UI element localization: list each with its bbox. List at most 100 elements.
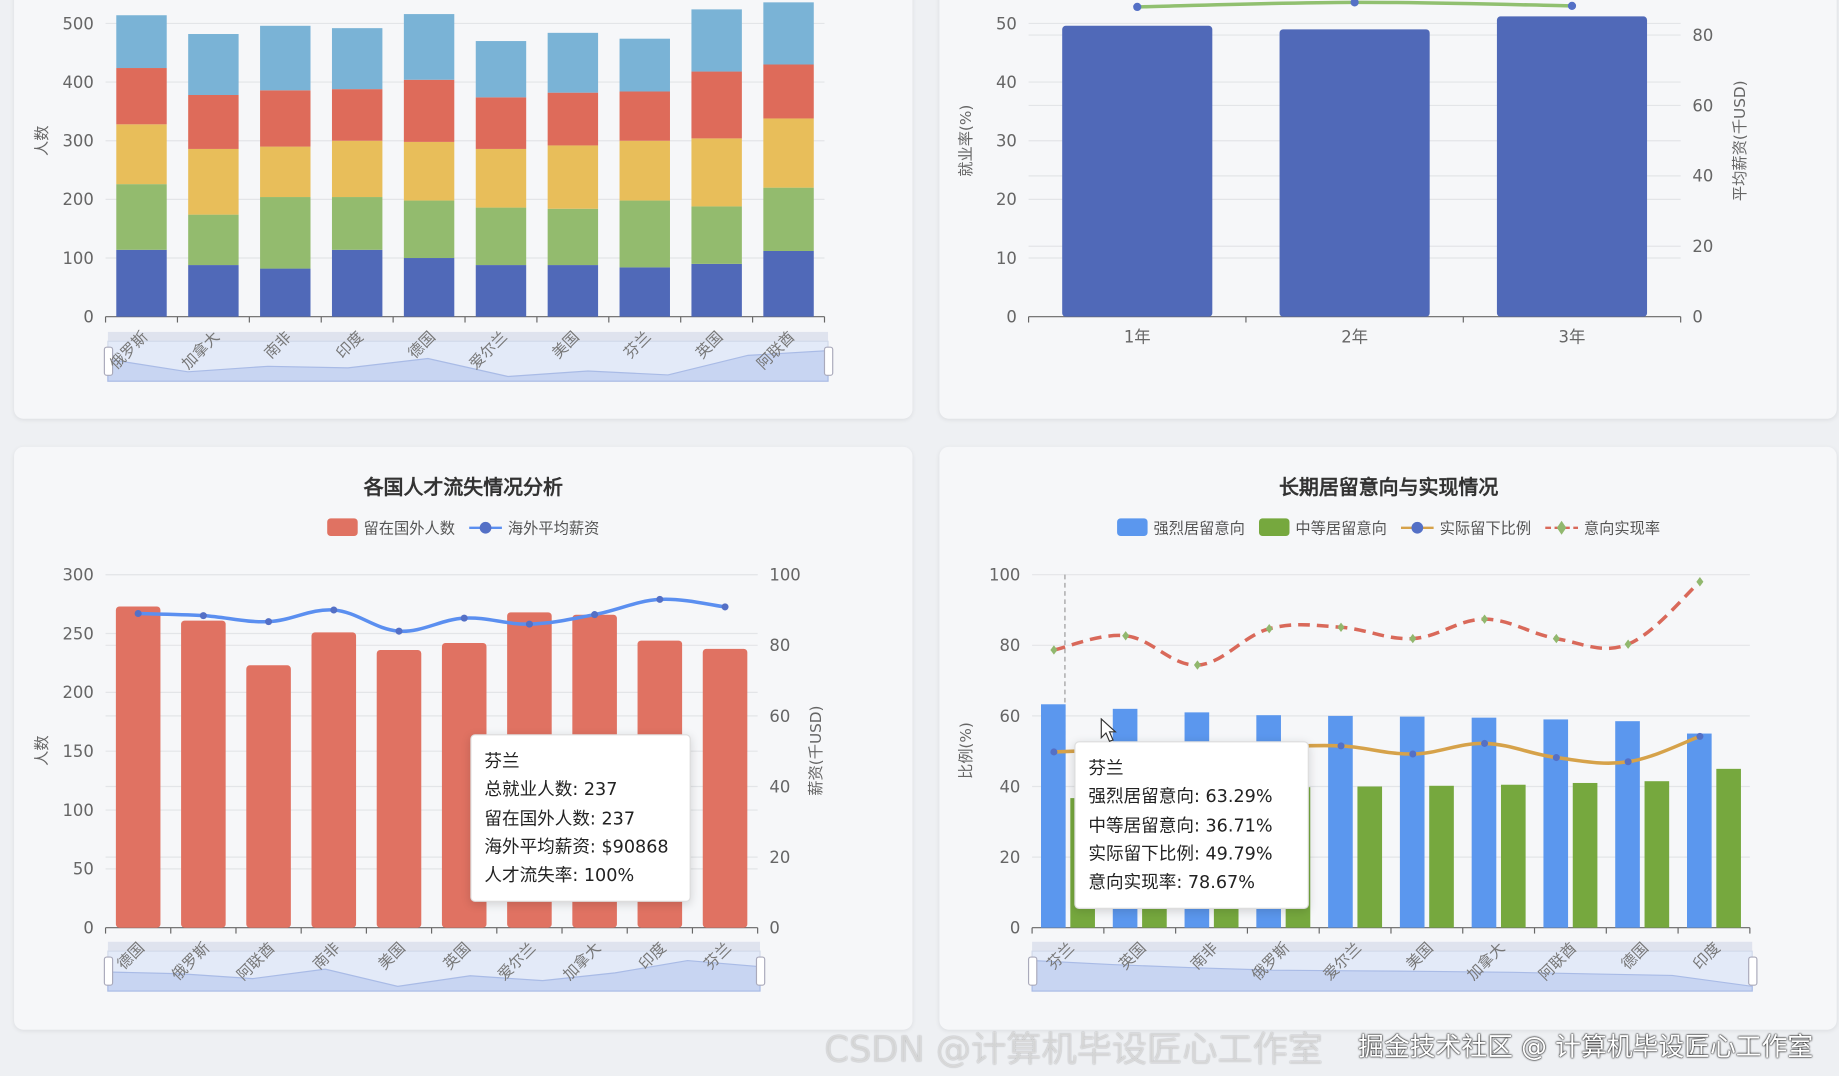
employment-bar[interactable] [1279, 29, 1430, 317]
stacked-bar-segment[interactable] [619, 38, 670, 92]
legend-item-strong[interactable]: 强烈居留意向 [1117, 516, 1245, 538]
realization-rate-point[interactable] [1193, 660, 1201, 670]
abroad-count-bar[interactable] [376, 649, 422, 928]
actual-retention-point[interactable] [1624, 758, 1632, 766]
stacked-bar-segment[interactable] [331, 197, 383, 250]
datazoom-slider-bar[interactable] [107, 941, 760, 952]
realization-rate-point[interactable] [1122, 631, 1130, 641]
strong-intent-bar[interactable] [1328, 715, 1353, 928]
datazoom-slider-bar[interactable] [107, 331, 829, 342]
legend-item-rate[interactable]: 意向实现率 [1545, 516, 1660, 538]
stacked-bar-segment[interactable] [331, 140, 383, 198]
avg-salary-point[interactable] [525, 620, 533, 628]
stacked-bar-segment[interactable] [188, 214, 239, 266]
realization-rate-point[interactable] [1050, 645, 1058, 655]
stacked-bar-segment[interactable] [188, 265, 239, 317]
strong-intent-bar[interactable] [1399, 716, 1425, 928]
avg-salary-point[interactable] [656, 595, 664, 603]
strong-intent-bar[interactable] [1686, 733, 1712, 928]
actual-retention-point[interactable] [1050, 748, 1058, 756]
abroad-count-bar[interactable] [702, 648, 748, 928]
strong-intent-bar[interactable] [1041, 704, 1066, 928]
legend-item-salary[interactable]: 海外平均薪资 [469, 516, 599, 538]
stacked-bar-segment[interactable] [475, 148, 527, 208]
datazoom-slider-bar[interactable] [1032, 941, 1753, 952]
stacked-bar-segment[interactable] [547, 92, 599, 146]
medium-intent-bar[interactable] [1429, 785, 1454, 928]
stacked-bar-segment[interactable] [260, 146, 311, 198]
stacked-bar-segment[interactable] [403, 200, 455, 259]
stacked-bar-segment[interactable] [475, 41, 527, 98]
stacked-bar-segment[interactable] [188, 94, 239, 149]
legend-item-medium[interactable]: 中等居留意向 [1259, 516, 1387, 538]
actual-retention-point[interactable] [1409, 750, 1417, 758]
stacked-bar-segment[interactable] [691, 9, 742, 72]
medium-intent-bar[interactable] [1500, 784, 1526, 928]
actual-retention-point[interactable] [1696, 732, 1704, 740]
stacked-bar-segment[interactable] [763, 250, 814, 317]
stacked-bar-segment[interactable] [619, 91, 670, 141]
slider-handle[interactable] [823, 346, 834, 376]
avg-salary-point[interactable] [265, 618, 273, 626]
stacked-bar-segment[interactable] [260, 268, 311, 317]
employment-bar[interactable] [1496, 16, 1648, 317]
medium-intent-bar[interactable] [1572, 782, 1598, 928]
stacked-bar-segment[interactable] [116, 184, 167, 250]
realization-rate-point[interactable] [1696, 577, 1704, 587]
actual-retention-point[interactable] [1337, 742, 1345, 750]
stacked-bar-segment[interactable] [260, 90, 311, 147]
realization-rate-point[interactable] [1624, 639, 1632, 649]
stacked-bar-segment[interactable] [331, 89, 383, 141]
salary-point[interactable] [1567, 1, 1577, 10]
avg-salary-point[interactable] [330, 606, 338, 614]
stacked-bar-segment[interactable] [547, 145, 599, 209]
stacked-bar-segment[interactable] [116, 249, 167, 317]
medium-intent-bar[interactable] [1716, 768, 1741, 928]
stacked-bar-segment[interactable] [619, 200, 670, 268]
stacked-bar-segment[interactable] [116, 124, 167, 185]
avg-salary-point[interactable] [199, 612, 207, 620]
stacked-bar-segment[interactable] [691, 206, 742, 264]
actual-retention-point[interactable] [1552, 754, 1560, 762]
stacked-bar-segment[interactable] [475, 97, 527, 149]
stacked-bar-segment[interactable] [403, 14, 455, 80]
stacked-bar-segment[interactable] [475, 265, 527, 317]
stacked-bar-segment[interactable] [691, 138, 742, 207]
stacked-bar-segment[interactable] [619, 140, 670, 201]
actual-retention-point[interactable] [1481, 739, 1489, 747]
stacked-bar-segment[interactable] [116, 15, 167, 69]
avg-salary-point[interactable] [591, 611, 599, 619]
strong-intent-bar[interactable] [1471, 717, 1497, 928]
avg-salary-point[interactable] [721, 603, 729, 611]
stacked-bar-segment[interactable] [260, 25, 311, 91]
stacked-bar-segment[interactable] [763, 187, 814, 251]
avg-salary-point[interactable] [134, 610, 142, 618]
abroad-count-bar[interactable] [115, 606, 161, 928]
abroad-count-bar[interactable] [181, 620, 226, 928]
stacked-bar-segment[interactable] [619, 267, 670, 317]
slider-handle[interactable] [1027, 956, 1038, 986]
realization-rate-point[interactable] [1337, 622, 1345, 632]
legend-item-abroad[interactable]: 留在国外人数 [327, 516, 455, 538]
stacked-bar-segment[interactable] [260, 197, 311, 269]
strong-intent-bar[interactable] [1615, 721, 1640, 928]
stacked-bar-segment[interactable] [475, 207, 527, 266]
avg-salary-point[interactable] [395, 627, 403, 635]
abroad-count-bar[interactable] [246, 665, 291, 928]
stacked-bar-segment[interactable] [547, 32, 599, 93]
stacked-bar-segment[interactable] [691, 71, 742, 139]
realization-rate-point[interactable] [1552, 633, 1560, 644]
stacked-bar-segment[interactable] [547, 208, 599, 266]
employment-bar[interactable] [1062, 25, 1213, 317]
realization-rate-point[interactable] [1265, 624, 1273, 634]
stacked-bar-segment[interactable] [763, 2, 814, 65]
stacked-bar-segment[interactable] [763, 64, 814, 119]
stacked-bar-segment[interactable] [403, 79, 455, 142]
medium-intent-bar[interactable] [1357, 786, 1383, 928]
stacked-bar-segment[interactable] [403, 141, 455, 201]
stacked-bar-segment[interactable] [188, 148, 239, 215]
stacked-bar-segment[interactable] [188, 34, 239, 95]
abroad-count-bar[interactable] [311, 632, 357, 928]
medium-intent-bar[interactable] [1644, 781, 1670, 928]
stacked-bar-segment[interactable] [331, 249, 383, 317]
